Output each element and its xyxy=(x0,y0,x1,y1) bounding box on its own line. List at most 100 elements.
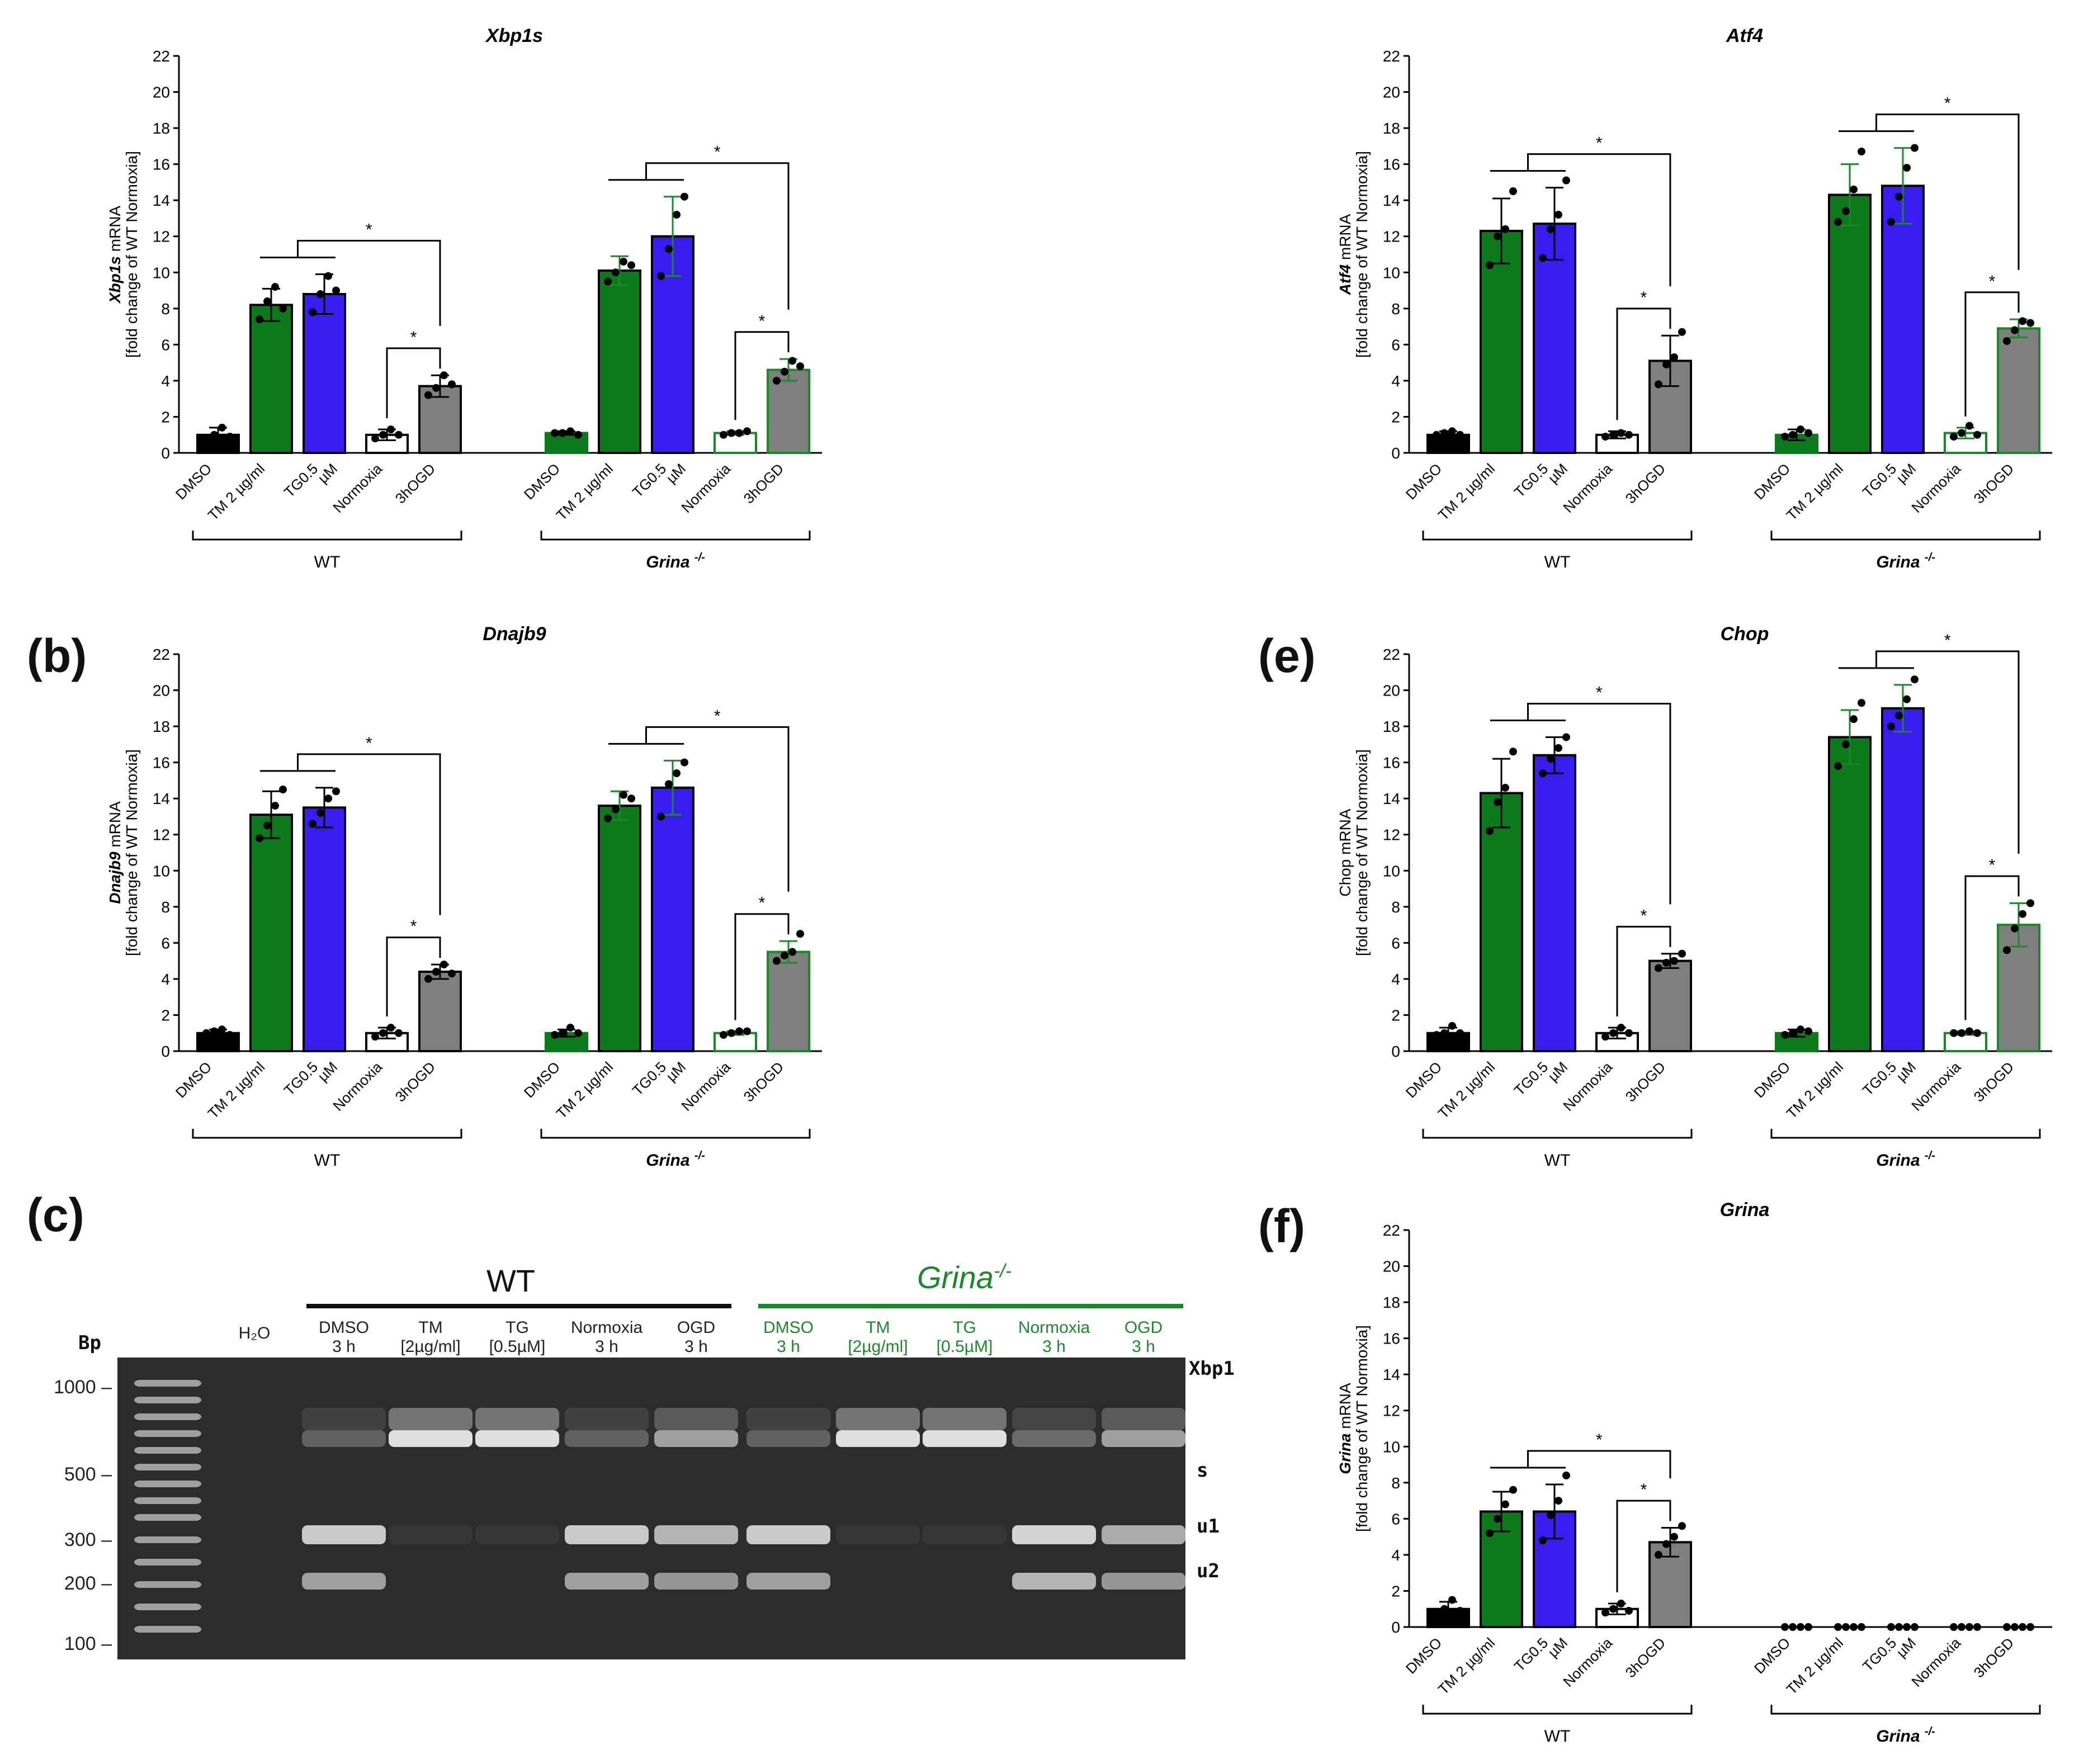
significance-bracket xyxy=(734,331,790,420)
y-tick-label: 2 xyxy=(1391,408,1400,425)
data-point xyxy=(1842,1623,1850,1631)
data-point xyxy=(743,1027,751,1035)
data-point xyxy=(1501,225,1509,233)
data-point xyxy=(1609,1605,1617,1613)
y-axis-label-line2: [fold change of WT Normoxia] xyxy=(123,749,140,956)
significance-bracket xyxy=(1964,291,2020,417)
gel-label-u1: u1 xyxy=(1197,1515,1220,1538)
data-point xyxy=(1965,1027,1973,1035)
data-point xyxy=(735,429,743,437)
y-tick-label: 20 xyxy=(153,682,170,699)
y-tick-label: 20 xyxy=(153,84,170,101)
y-tick-label: 6 xyxy=(1391,336,1400,353)
data-point xyxy=(1617,1600,1625,1608)
data-point xyxy=(2026,899,2034,907)
data-point xyxy=(263,297,271,305)
group-label-sup: -/- xyxy=(1925,1725,1935,1738)
group-label: Grina -/- xyxy=(1876,1150,1935,1170)
significance-bracket xyxy=(645,162,790,310)
data-point xyxy=(1456,1029,1464,1037)
bar xyxy=(1533,754,1576,1052)
data-point xyxy=(332,286,340,295)
data-point xyxy=(1887,217,1895,226)
data-point xyxy=(627,261,635,269)
data-point xyxy=(1448,427,1456,436)
data-point xyxy=(1494,232,1501,240)
data-point xyxy=(1950,432,1958,441)
y-tick-label: 10 xyxy=(153,862,170,879)
y-tick-label: 12 xyxy=(153,826,170,844)
significance-star: * xyxy=(1989,856,1996,874)
data-point xyxy=(1509,1486,1517,1494)
data-point xyxy=(1797,1623,1804,1631)
data-point xyxy=(316,290,324,298)
data-point xyxy=(1554,1497,1562,1505)
data-point xyxy=(1562,733,1570,741)
data-point xyxy=(574,1029,582,1037)
gel-lane-label: Normoxia 3 h xyxy=(570,1318,643,1356)
gel-bp-tick: 100 – xyxy=(64,1633,112,1654)
data-point xyxy=(612,805,620,814)
data-point xyxy=(720,431,727,439)
data-point xyxy=(1562,176,1570,185)
gel-bp-tick: 1000 – xyxy=(54,1377,112,1398)
data-point xyxy=(1895,1623,1903,1631)
y-tick-label: 10 xyxy=(1383,862,1400,879)
gel-label-u2: u2 xyxy=(1197,1560,1220,1582)
data-point xyxy=(1539,254,1547,262)
data-point xyxy=(1789,431,1797,439)
data-point xyxy=(2003,337,2011,345)
y-tick-label: 18 xyxy=(1383,120,1400,137)
bar xyxy=(651,786,694,1053)
data-point xyxy=(735,1027,743,1035)
y-tick-label: 0 xyxy=(1391,1619,1400,1636)
significance-bracket xyxy=(1527,153,1671,286)
data-point xyxy=(1950,1029,1958,1037)
significance-bracket xyxy=(1616,308,1671,420)
y-tick-label: 16 xyxy=(1383,156,1400,173)
group-label: WT xyxy=(1544,1151,1571,1170)
y-axis-label: Atf4 mRNA xyxy=(1336,214,1354,295)
group-bracket xyxy=(540,1129,811,1139)
category-label: TM 2 µg/ml xyxy=(1783,1634,1847,1698)
gel-band-s xyxy=(475,1430,559,1447)
gel-ladder-band xyxy=(134,1497,201,1504)
y-tick-label: 4 xyxy=(161,372,170,390)
data-point xyxy=(2011,1623,2019,1631)
data-point xyxy=(387,1024,395,1032)
data-point xyxy=(1655,380,1662,389)
category-label: Normoxia xyxy=(1560,1058,1615,1114)
significance-bracket xyxy=(734,913,790,1020)
data-point xyxy=(256,834,263,843)
y-axis-label-line2: [fold change of WT Normoxia] xyxy=(1353,151,1371,358)
group-bracket xyxy=(540,531,811,541)
gel-band-u1 xyxy=(746,1525,830,1544)
data-point xyxy=(387,425,395,434)
category-label: TM 2 µg/ml xyxy=(1435,1634,1499,1698)
data-point xyxy=(1440,1029,1448,1037)
data-point xyxy=(1850,185,1858,193)
data-point xyxy=(1625,431,1633,439)
category-label: 3hOGD xyxy=(392,460,439,507)
data-point xyxy=(440,371,448,380)
category-label: TM 2 µg/ml xyxy=(553,460,617,524)
data-point xyxy=(309,308,316,316)
significance-star: * xyxy=(410,328,417,347)
data-point xyxy=(210,1027,218,1035)
y-tick-label: 0 xyxy=(161,1043,170,1060)
significance-bracket xyxy=(1527,702,1671,905)
data-point xyxy=(1601,432,1609,441)
category-label: µM xyxy=(1544,1634,1571,1661)
bar xyxy=(1648,959,1692,1052)
data-point xyxy=(1509,187,1517,196)
panel-letter-c: (c) xyxy=(27,1189,84,1241)
gel-bp-tick: 500 – xyxy=(64,1464,112,1485)
data-point xyxy=(1539,769,1547,777)
data-point xyxy=(2003,1623,2011,1631)
data-point xyxy=(1858,1623,1865,1631)
data-point xyxy=(727,429,735,437)
y-tick-label: 14 xyxy=(1383,1366,1400,1383)
data-point xyxy=(743,427,751,436)
group-label-sup: -/- xyxy=(1925,551,1935,564)
gel-band-upper xyxy=(654,1408,738,1430)
